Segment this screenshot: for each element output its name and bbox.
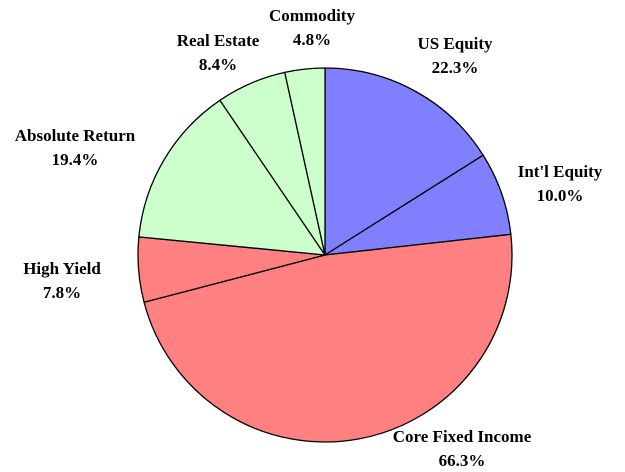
slice-label: Real Estate	[177, 31, 260, 50]
slice-label: Absolute Return	[15, 126, 136, 145]
slice-value-label: 4.8%	[293, 30, 331, 49]
slice-value-label: 19.4%	[52, 150, 99, 169]
slice-value-label: 66.3%	[439, 451, 486, 470]
slice-label: Commodity	[269, 6, 355, 25]
slice-value-label: 10.0%	[537, 186, 584, 205]
slice-label: Int'l Equity	[518, 162, 603, 181]
slice-label: High Yield	[23, 259, 101, 278]
pie-slice	[138, 99, 327, 256]
pie-slice	[324, 67, 485, 257]
pie-slice	[283, 67, 326, 256]
slice-value-label: 8.4%	[199, 55, 237, 74]
slice-value-label: 7.8%	[43, 283, 81, 302]
slice-label: Core Fixed Income	[393, 427, 532, 446]
pie-slice	[143, 233, 513, 443]
slice-value-label: 22.3%	[432, 58, 479, 77]
slice-label: US Equity	[417, 34, 493, 53]
